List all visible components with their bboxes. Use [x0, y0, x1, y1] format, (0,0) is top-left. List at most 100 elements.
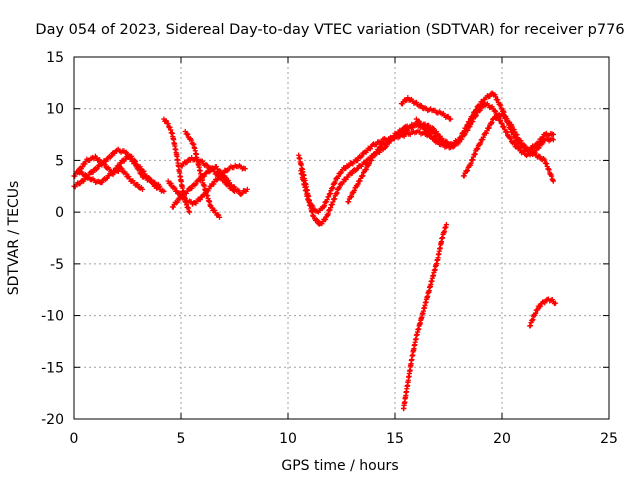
data-point — [464, 167, 471, 174]
series-arc-q — [527, 296, 559, 329]
data-point — [72, 173, 78, 179]
data-point — [480, 134, 487, 140]
data-point — [90, 169, 96, 175]
data-point — [213, 164, 219, 170]
data-point — [135, 182, 141, 188]
data-point — [139, 186, 146, 192]
data-point — [332, 179, 338, 185]
y-axis-label: SDTVAR / TECUs — [6, 181, 22, 296]
data-point — [197, 196, 203, 203]
data-point — [313, 217, 320, 223]
data-point — [443, 221, 449, 228]
data-point — [186, 209, 193, 215]
data-point — [324, 197, 330, 203]
plot-frame — [73, 56, 610, 420]
series-arc-p — [400, 221, 449, 412]
data-point — [363, 167, 369, 173]
data-point — [340, 179, 346, 185]
data-point — [503, 128, 509, 135]
data-point — [314, 217, 320, 224]
data-point — [118, 165, 124, 171]
data-point — [215, 211, 221, 218]
data-point — [500, 111, 506, 117]
data-point — [214, 171, 220, 177]
data-point — [550, 131, 556, 138]
y-tick-label: -10 — [41, 309, 64, 325]
data-point — [323, 216, 329, 223]
data-point — [360, 173, 366, 179]
data-point — [474, 146, 480, 152]
x-tick-label: 5 — [177, 431, 186, 447]
data-point — [522, 143, 528, 149]
series-arc-h — [182, 128, 223, 220]
series-arc-o — [460, 111, 556, 184]
data-point — [359, 173, 365, 179]
series-arc-k — [345, 120, 428, 205]
y-tick-label: 0 — [55, 205, 64, 221]
data-point — [133, 161, 139, 167]
data-point — [422, 126, 428, 132]
data-point — [346, 199, 352, 205]
data-point — [242, 166, 248, 172]
data-point — [336, 184, 342, 190]
data-point — [507, 135, 513, 141]
data-point — [189, 185, 195, 191]
y-tick-label: 15 — [46, 50, 64, 66]
x-tick-label: 25 — [600, 431, 618, 447]
data-point — [244, 186, 250, 192]
data-point — [532, 310, 539, 316]
data-point — [335, 173, 341, 179]
y-tick-label: -20 — [41, 412, 64, 428]
data-point — [185, 131, 191, 137]
data-point — [492, 94, 499, 100]
data-point — [499, 121, 505, 127]
data-point — [126, 173, 132, 180]
data-point — [170, 204, 176, 210]
data-point — [486, 125, 492, 131]
x-tick-label: 20 — [493, 431, 511, 447]
series-arc-c — [75, 165, 146, 192]
data-point — [349, 170, 355, 176]
series-arc-l — [398, 95, 454, 122]
data-point — [475, 145, 481, 152]
data-point — [367, 146, 373, 152]
series-arc-b — [71, 146, 163, 190]
data-point — [368, 157, 375, 163]
data-point — [448, 116, 454, 122]
data-point — [107, 154, 113, 160]
data-point — [174, 199, 180, 205]
data-point — [104, 175, 110, 181]
data-point — [376, 146, 382, 153]
data-point — [354, 157, 361, 164]
data-point — [79, 164, 85, 170]
series-arc-n — [413, 101, 556, 159]
data-point — [311, 213, 317, 219]
data-point — [363, 166, 370, 172]
data-point — [351, 188, 357, 194]
data-point — [214, 177, 220, 183]
data-point — [211, 181, 217, 187]
y-tick-label: -5 — [50, 257, 64, 273]
data-point — [504, 115, 510, 122]
x-tick-label: 0 — [70, 431, 79, 447]
x-axis-label: GPS time / hours — [281, 458, 398, 474]
data-layer — [71, 90, 559, 412]
data-point — [552, 300, 559, 306]
data-point — [498, 120, 504, 126]
data-point — [82, 161, 88, 167]
data-point — [550, 137, 556, 143]
data-point — [217, 168, 224, 174]
data-point — [535, 307, 541, 313]
data-point — [212, 207, 218, 213]
data-point — [357, 178, 363, 184]
x-tick-label: 10 — [279, 431, 297, 447]
data-point — [464, 168, 470, 174]
series-arc-j — [298, 121, 441, 227]
data-point — [492, 108, 498, 114]
data-point — [465, 127, 471, 133]
data-point — [514, 132, 520, 138]
data-point — [99, 179, 105, 185]
data-point — [483, 130, 489, 136]
data-point — [321, 203, 327, 209]
